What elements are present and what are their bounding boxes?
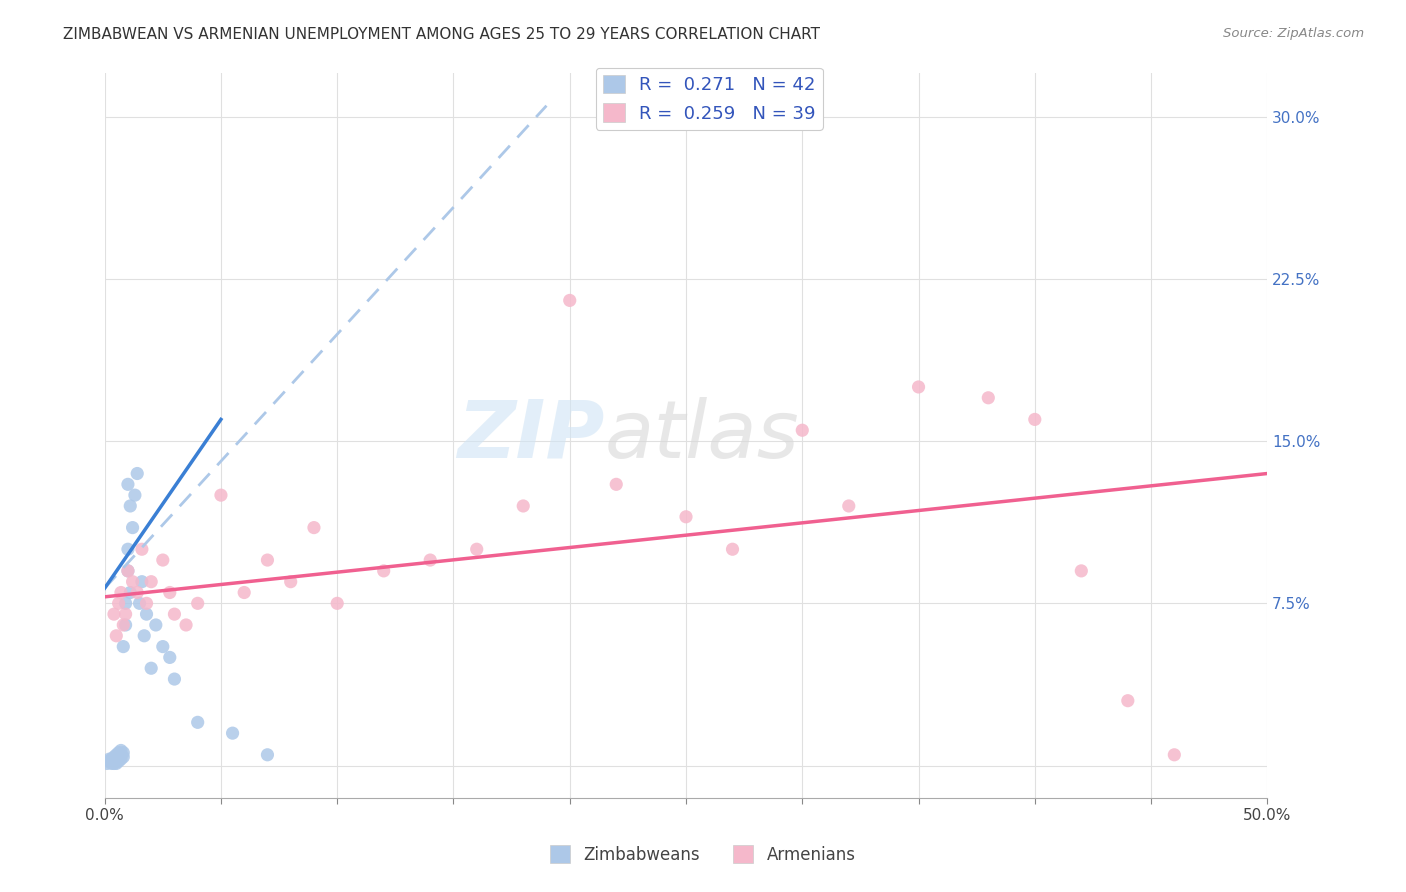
Point <box>280 574 302 589</box>
Point <box>107 752 129 766</box>
Point <box>159 585 181 599</box>
Point <box>107 746 129 760</box>
Point <box>233 585 256 599</box>
Point <box>100 752 122 766</box>
Point <box>121 520 143 534</box>
Point <box>326 596 349 610</box>
Point <box>135 607 157 622</box>
Text: ZIMBABWEAN VS ARMENIAN UNEMPLOYMENT AMONG AGES 25 TO 29 YEARS CORRELATION CHART: ZIMBABWEAN VS ARMENIAN UNEMPLOYMENT AMON… <box>63 27 820 42</box>
Point <box>163 607 186 622</box>
Point <box>558 293 581 308</box>
Point <box>163 672 186 686</box>
Point <box>187 596 209 610</box>
Point <box>110 747 132 762</box>
Point <box>152 640 174 654</box>
Point <box>105 754 128 768</box>
Point <box>605 477 627 491</box>
Point <box>103 750 125 764</box>
Point <box>373 564 395 578</box>
Text: atlas: atlas <box>605 397 800 475</box>
Point <box>107 596 129 610</box>
Legend: R =  0.271   N = 42, R =  0.259   N = 39: R = 0.271 N = 42, R = 0.259 N = 39 <box>596 68 823 130</box>
Point <box>96 756 118 771</box>
Point <box>675 509 697 524</box>
Point <box>907 380 929 394</box>
Point <box>117 542 139 557</box>
Point <box>117 564 139 578</box>
Point <box>145 618 167 632</box>
Point <box>114 618 136 632</box>
Point <box>112 618 135 632</box>
Point <box>512 499 534 513</box>
Point <box>419 553 441 567</box>
Point <box>121 574 143 589</box>
Point <box>1024 412 1046 426</box>
Point <box>128 596 150 610</box>
Point <box>141 574 163 589</box>
Legend: Zimbabweans, Armenians: Zimbabweans, Armenians <box>544 838 862 871</box>
Point <box>256 747 278 762</box>
Point <box>721 542 744 557</box>
Point <box>110 743 132 757</box>
Point <box>112 746 135 760</box>
Point <box>152 553 174 567</box>
Point <box>174 618 197 632</box>
Point <box>110 585 132 599</box>
Point <box>131 574 153 589</box>
Point <box>100 756 122 771</box>
Point <box>120 499 142 513</box>
Point <box>131 542 153 557</box>
Point <box>159 650 181 665</box>
Point <box>120 585 142 599</box>
Point <box>112 640 135 654</box>
Point <box>103 607 125 622</box>
Text: Source: ZipAtlas.com: Source: ZipAtlas.com <box>1223 27 1364 40</box>
Point <box>103 754 125 768</box>
Point <box>221 726 243 740</box>
Point <box>117 477 139 491</box>
Point <box>134 629 156 643</box>
Point <box>107 754 129 768</box>
Point <box>792 423 814 437</box>
Point <box>135 596 157 610</box>
Point <box>977 391 1000 405</box>
Point <box>1116 694 1139 708</box>
Point <box>105 756 128 771</box>
Point <box>112 750 135 764</box>
Point <box>302 520 325 534</box>
Point <box>105 747 128 762</box>
Point <box>141 661 163 675</box>
Point <box>1163 747 1185 762</box>
Point <box>103 756 125 771</box>
Point <box>465 542 488 557</box>
Point <box>838 499 860 513</box>
Point <box>114 607 136 622</box>
Point <box>127 467 149 481</box>
Point <box>127 585 149 599</box>
Point <box>117 564 139 578</box>
Point <box>114 596 136 610</box>
Text: ZIP: ZIP <box>457 397 605 475</box>
Point <box>105 629 128 643</box>
Point <box>209 488 232 502</box>
Point <box>124 488 146 502</box>
Point <box>1070 564 1092 578</box>
Point <box>256 553 278 567</box>
Point <box>110 752 132 766</box>
Point <box>98 752 121 766</box>
Point <box>98 754 121 768</box>
Point <box>187 715 209 730</box>
